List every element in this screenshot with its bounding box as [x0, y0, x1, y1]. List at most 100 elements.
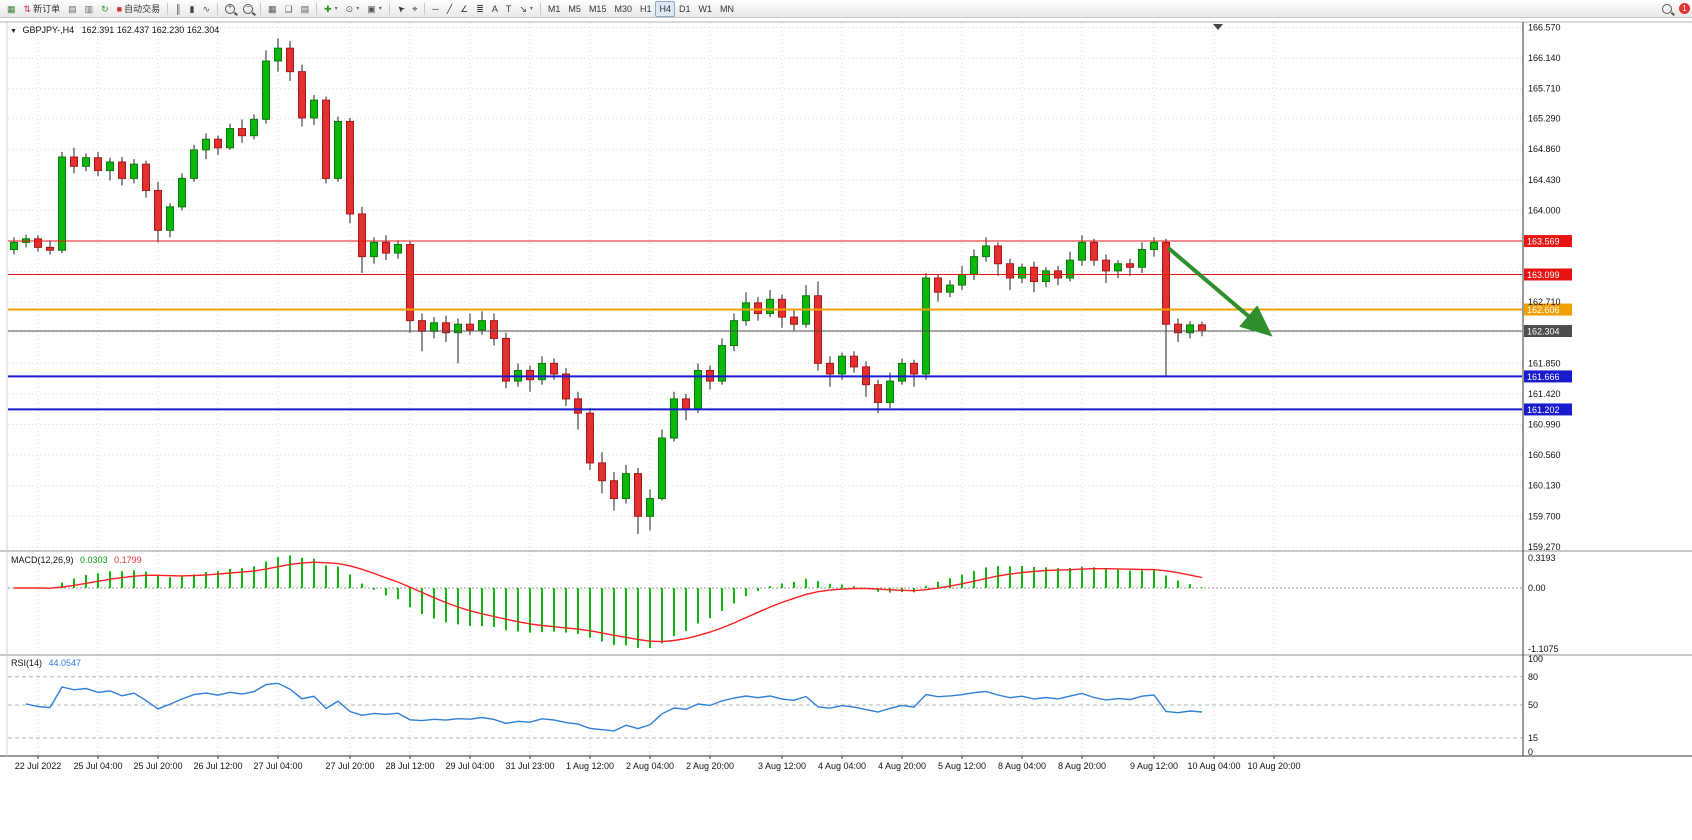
time-axis-label: 8 Aug 04:00: [998, 761, 1046, 771]
price-axis-label: 164.860: [1528, 144, 1561, 154]
tf-mn-button[interactable]: MN: [716, 1, 738, 17]
label-button[interactable]: T: [502, 1, 516, 17]
rsi-axis-label: 15: [1528, 733, 1538, 743]
time-axis-label: 2 Aug 20:00: [686, 761, 734, 771]
svg-text:162.304: 162.304: [1527, 327, 1560, 337]
time-axis-label: 9 Aug 12:00: [1130, 761, 1178, 771]
new-order-button[interactable]: ⇅ 新订单: [20, 1, 65, 17]
price-tag-162.606: [1524, 303, 1572, 316]
crosshair-button[interactable]: ⌖: [408, 1, 421, 17]
magnifier-icon: −: [243, 3, 253, 14]
new-chart-button[interactable]: ▦: [3, 1, 20, 17]
time-axis-label: 4 Aug 20:00: [878, 761, 926, 771]
periods-button[interactable]: ⊙ ▾: [342, 1, 364, 17]
tile-windows-button[interactable]: ▦: [264, 1, 281, 17]
price-axis-label: 165.290: [1528, 114, 1561, 124]
svg-text:163.099: 163.099: [1527, 270, 1560, 280]
chart-shift-marker[interactable]: [1213, 24, 1223, 30]
trendline-button[interactable]: ╱: [443, 1, 456, 17]
toolbar-separator: [260, 2, 261, 15]
zoom-in-button[interactable]: +: [221, 1, 239, 17]
time-axis-label: 26 Jul 12:00: [193, 761, 242, 771]
price-axis-label: 160.130: [1528, 481, 1561, 491]
chart-profiles-button[interactable]: ▤: [64, 1, 81, 17]
svg-text:161.666: 161.666: [1527, 372, 1560, 382]
dropdown-arrow-icon: ▾: [356, 6, 360, 12]
arrange-windows-button[interactable]: ▤: [297, 1, 314, 17]
arrows-button[interactable]: ↘ ▾: [515, 1, 537, 17]
channel-button[interactable]: ∠: [456, 1, 472, 17]
horizontal-line-objects[interactable]: [8, 240, 1522, 411]
tf-m5-button[interactable]: M5: [564, 1, 585, 17]
candlestick-chart-icon: ▮: [189, 3, 195, 14]
collapse-icon[interactable]: ▼: [10, 28, 17, 35]
price-axis-label: 162.710: [1528, 297, 1561, 307]
line-chart-icon: ∿: [202, 3, 210, 14]
price-tag-162.304: [1524, 325, 1572, 338]
candlesticks: [10, 38, 1206, 535]
tf-m1-button[interactable]: M1: [544, 1, 565, 17]
cascade-windows-button[interactable]: ❏: [281, 1, 297, 17]
rsi-axis-label: 50: [1528, 700, 1538, 710]
refresh-button[interactable]: ↻: [97, 1, 113, 17]
line-chart-button[interactable]: ∿: [198, 1, 214, 17]
horizontal-line-button[interactable]: ─: [428, 1, 442, 17]
chart-profiles-icon: ▤: [68, 3, 77, 14]
tf-h1-button-label: H1: [639, 3, 652, 14]
macd-indicator-label: MACD(12,26,9) 0.0303 0.1799: [11, 555, 142, 565]
price-axis-label: 160.990: [1528, 420, 1561, 430]
tf-m30-button[interactable]: M30: [610, 1, 636, 17]
svg-text:163.569: 163.569: [1527, 237, 1560, 247]
tf-h1-button[interactable]: H1: [636, 1, 656, 17]
chart-symbol-header: ▼ GBPJPY-,H4 162.391 162.437 162.230 162…: [10, 25, 219, 35]
tf-d1-button[interactable]: D1: [675, 1, 695, 17]
time-axis-label: 8 Aug 20:00: [1058, 761, 1106, 771]
tf-mn-button-label: MN: [720, 3, 735, 14]
dropdown-arrow-icon: ▾: [378, 6, 382, 12]
toolbar-separator: [217, 2, 218, 15]
trendline-icon: ╱: [446, 3, 453, 14]
macd-axis-max: 0.3193: [1528, 553, 1556, 563]
rsi-axis-label: 0: [1528, 747, 1533, 757]
indicators-icon: ✚: [324, 3, 332, 14]
price-axis[interactable]: 163.569 163.099 162.606 162.304 161.666 161.2…: [1524, 23, 1572, 552]
price-axis-label: 160.560: [1528, 450, 1561, 460]
tf-h4-button[interactable]: H4: [655, 0, 675, 17]
fibonacci-button[interactable]: ≣: [472, 1, 488, 17]
indicators-button[interactable]: ✚ ▾: [320, 1, 342, 17]
search-icon[interactable]: [1662, 3, 1672, 14]
toolbar-separator: [424, 2, 426, 15]
tf-d1-button-label: D1: [679, 3, 691, 14]
tf-m1-button-label: M1: [547, 3, 561, 14]
tf-m15-button-label: M15: [588, 3, 607, 14]
market-watch-icon: ▥: [84, 3, 94, 14]
price-tag-163.569: [1524, 235, 1572, 248]
bar-chart-button[interactable]: ║: [171, 1, 185, 17]
tf-m15-button[interactable]: M15: [585, 1, 611, 17]
symbol-ohlc: 162.391 162.437 162.230 162.304: [81, 25, 220, 35]
refresh-icon: ↻: [101, 3, 109, 14]
time-axis-label: 2 Aug 04:00: [626, 761, 674, 771]
crosshair-icon: ⌖: [412, 3, 418, 14]
market-watch-button[interactable]: ▥: [81, 1, 98, 17]
rsi-axis-label: 100: [1528, 654, 1543, 664]
text-button[interactable]: A: [488, 1, 502, 17]
zoom-out-button[interactable]: −: [239, 1, 257, 17]
trend-arrow-object[interactable]: [1167, 246, 1273, 337]
templates-icon: ▣: [367, 3, 376, 14]
time-axis[interactable]: 22 Jul 2022 25 Jul 04:00 25 Jul 20:00 26 Ju…: [15, 756, 1301, 771]
notification-badge[interactable]: 1: [1679, 3, 1690, 14]
price-tag-163.099: [1524, 268, 1572, 281]
tf-m30-button-label: M30: [614, 3, 632, 14]
macd-signal-line: [14, 561, 1203, 643]
time-axis-label: 10 Aug 04:00: [1187, 761, 1240, 771]
rsi-indicator-label: RSI(14) 44.0547: [11, 658, 81, 668]
templates-button[interactable]: ▣ ▾: [363, 1, 386, 17]
cursor-button[interactable]: ➤: [393, 1, 409, 17]
main-toolbar: ▦ ⇅ 新订单 ▤ ▥ ↻ ■ 自动交易 ║ ▮ ∿ + − ▦ ❏ ▤ ✚ ▾ ⊙ ▾ ▣ ▾ ➤ ⌖ ─ ╱ ∠ ≣ A T ↘ ▾ M1 M…: [0, 0, 1692, 18]
tf-w1-button[interactable]: W1: [695, 1, 717, 17]
price-axis-label: 166.140: [1528, 53, 1561, 63]
candlestick-chart-button[interactable]: ▮: [186, 1, 199, 17]
auto-trading-button[interactable]: ■ 自动交易: [113, 1, 164, 17]
